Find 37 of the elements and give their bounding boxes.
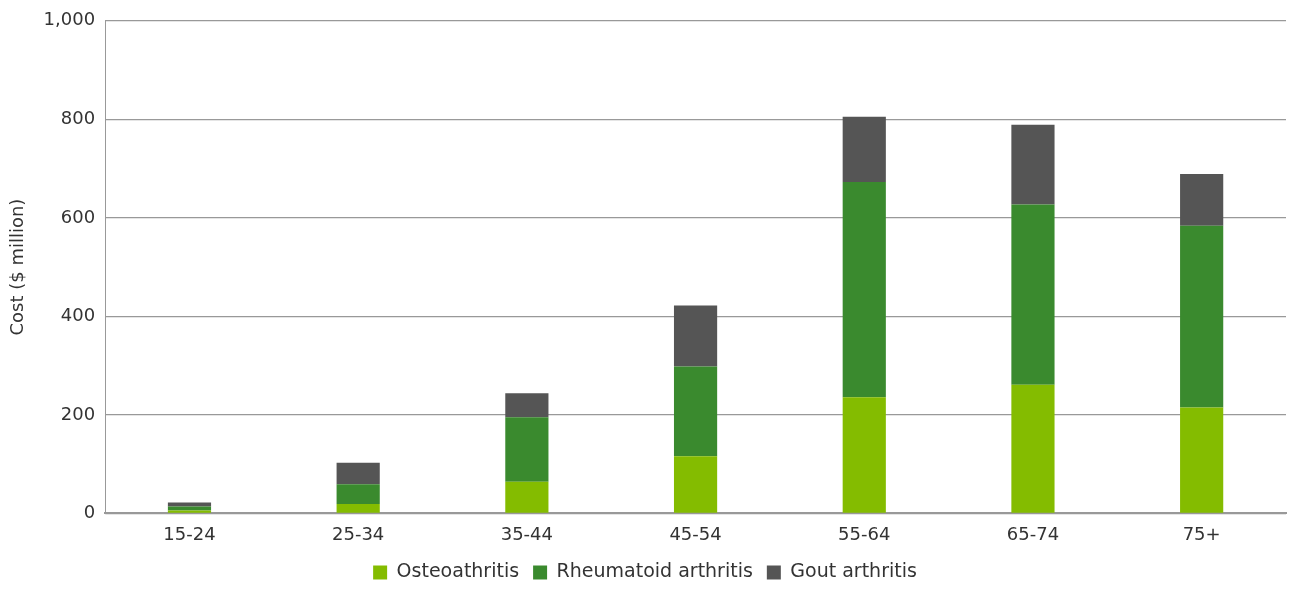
bar <box>505 481 549 513</box>
bar <box>1011 124 1055 205</box>
y-tick-label: 0 <box>83 501 96 523</box>
bar <box>505 393 549 418</box>
bar <box>1180 174 1224 226</box>
bar <box>1011 204 1055 385</box>
y-tick-label: 400 <box>60 304 96 326</box>
x-tick-label: 35-44 <box>500 522 554 544</box>
bar <box>336 504 380 513</box>
bar <box>1180 407 1224 513</box>
bar <box>336 484 380 505</box>
x-tick-label: 65-74 <box>1006 522 1060 544</box>
legend-label: Rheumatoid arthritis <box>556 559 753 582</box>
y-tick-label: 200 <box>60 402 96 424</box>
bar <box>1180 225 1224 408</box>
x-tick-label: 75+ <box>1182 522 1221 544</box>
y-tick-label: 1,000 <box>43 8 96 30</box>
x-tick-label: 15-24 <box>163 522 216 544</box>
bar <box>842 116 886 182</box>
legend-label: Osteoathritis <box>396 559 520 582</box>
y-axis-title: Cost ($ million) <box>6 198 28 336</box>
bar <box>673 456 718 513</box>
bar <box>842 397 886 513</box>
y-tick-label: 800 <box>60 106 96 128</box>
bar <box>336 462 380 485</box>
bar <box>167 510 212 513</box>
legend-label: Gout arthritis <box>790 559 917 582</box>
x-tick-label: 45-54 <box>669 522 722 544</box>
bar <box>1011 384 1055 513</box>
x-tick-label: 25-34 <box>332 522 385 544</box>
bar <box>673 305 718 367</box>
bar <box>673 366 718 457</box>
bar <box>167 502 212 507</box>
bar <box>842 181 886 398</box>
y-tick-label: 600 <box>60 205 96 227</box>
bar <box>505 417 549 482</box>
x-tick-label: 55-64 <box>838 522 891 544</box>
